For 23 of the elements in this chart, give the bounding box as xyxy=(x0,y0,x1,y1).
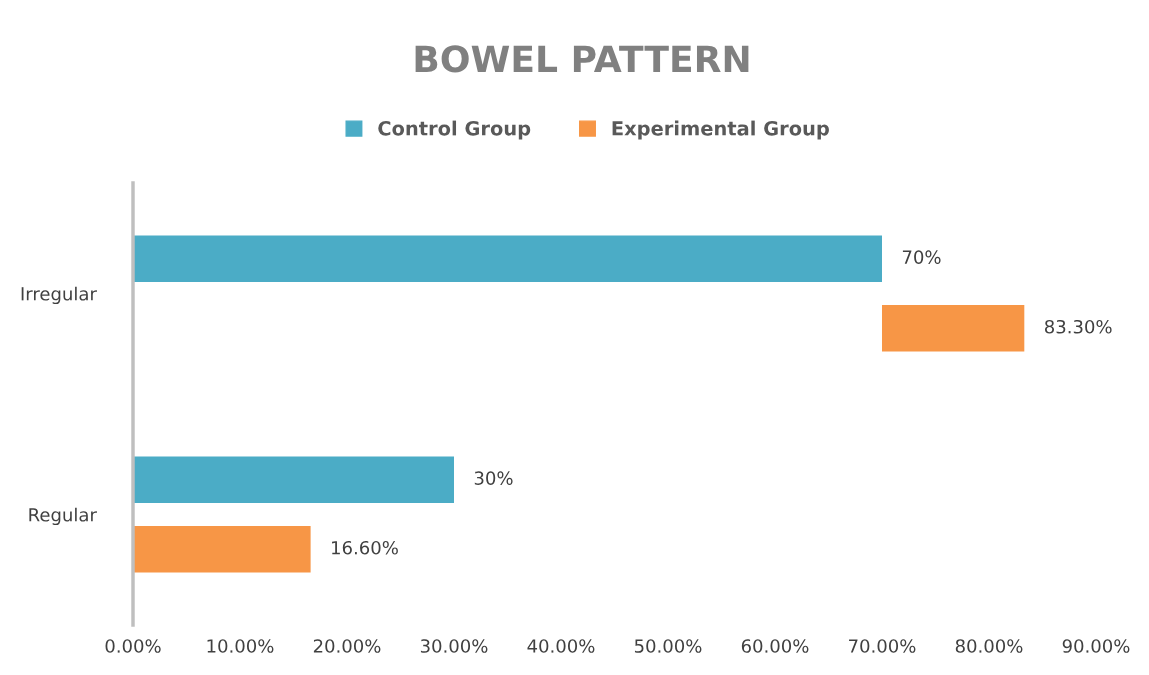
x-tick-label: 30.00% xyxy=(420,639,488,653)
x-tick-label: 90.00% xyxy=(1062,639,1130,653)
x-tick-label: 70.00% xyxy=(849,639,916,653)
legend-label: Experimental Group xyxy=(612,120,829,140)
bar xyxy=(133,526,311,573)
x-tick-label: 40.00% xyxy=(527,639,595,653)
x-tick-label: 20.00% xyxy=(313,639,381,653)
x-tick-label: 80.00% xyxy=(955,639,1023,653)
chart-title: BOWEL PATTERN xyxy=(415,45,749,73)
y-tick-label: Irregular xyxy=(21,286,97,305)
data-label: 83.30% xyxy=(1044,319,1112,334)
bar xyxy=(133,456,454,503)
x-tick-label: 0.00% xyxy=(105,639,161,653)
x-tick-label: 60.00% xyxy=(741,639,809,653)
x-tick-label: 10.00% xyxy=(207,639,274,653)
x-tick-label: 50.00% xyxy=(634,639,702,653)
y-tick-label: Regular xyxy=(29,507,97,526)
data-label: 70% xyxy=(902,250,941,264)
data-label: 16.60% xyxy=(332,540,398,555)
bar xyxy=(133,235,882,282)
bar xyxy=(882,305,1025,352)
data-label: 30% xyxy=(474,471,513,485)
legend-label: Control Group xyxy=(378,120,531,140)
